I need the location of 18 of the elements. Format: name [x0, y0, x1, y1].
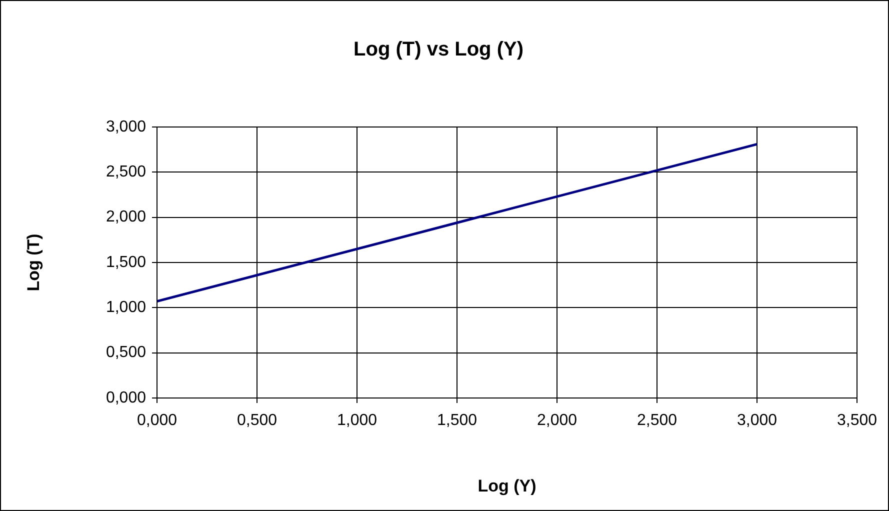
y-tick-label: 1,000 [106, 299, 146, 316]
y-tick-label: 1,500 [106, 254, 146, 271]
x-tick-label: 3,500 [836, 412, 878, 430]
x-tick-label: 0,000 [136, 412, 178, 430]
x-tick-label: 2,500 [636, 412, 678, 430]
x-tick-label: 1,000 [336, 412, 378, 430]
y-tick-label: 3,000 [106, 118, 146, 136]
x-tick-label: 3,000 [736, 412, 778, 430]
x-tick-label: 2,000 [536, 412, 578, 430]
x-axis-title: Log (Y) [478, 476, 536, 496]
y-axis-title: Log (T) [24, 234, 43, 292]
y-tick-label: 0,500 [106, 344, 146, 362]
y-tick-label: 2,500 [106, 164, 146, 181]
y-tick-label: 0,000 [106, 389, 146, 406]
x-tick-label: 1,500 [436, 412, 478, 430]
x-tick-label: 0,500 [236, 412, 278, 430]
y-tick-label: 2,000 [106, 208, 146, 226]
chart-title: Log (T) vs Log (Y) [354, 38, 524, 61]
